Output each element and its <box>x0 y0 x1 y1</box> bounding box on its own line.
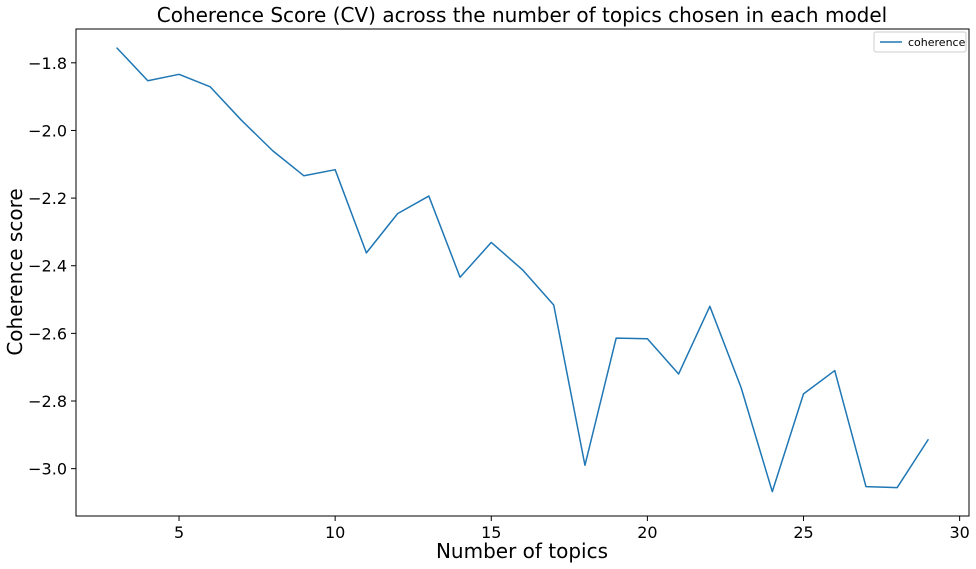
y-axis-title: Coherence score <box>3 188 27 355</box>
y-tick-label: −2.8 <box>28 392 67 411</box>
y-axis: −1.8 −2.0 −2.2 −2.4 −2.6 −2.8 −3.0 <box>28 54 76 479</box>
x-axis: 5 10 15 20 25 30 <box>174 516 970 542</box>
y-tick-label: −1.8 <box>28 54 67 73</box>
x-tick-label: 10 <box>325 523 345 542</box>
legend-box <box>873 31 967 53</box>
x-tick-label: 25 <box>793 523 813 542</box>
y-tick-label: −2.0 <box>28 121 67 140</box>
x-tick-label: 30 <box>949 523 969 542</box>
plot-area <box>75 28 970 517</box>
y-tick-label: −2.2 <box>28 189 67 208</box>
x-tick-label: 20 <box>637 523 657 542</box>
x-tick-label: 5 <box>174 523 184 542</box>
legend: coherence <box>873 31 967 53</box>
chart-title: Coherence Score (CV) across the number o… <box>157 3 888 27</box>
plot-frame <box>75 28 970 517</box>
x-tick-label: 15 <box>481 523 501 542</box>
y-tick-label: −2.4 <box>28 257 67 276</box>
y-tick-label: −2.6 <box>28 324 67 343</box>
y-tick-label: −3.0 <box>28 460 67 479</box>
legend-label-coherence: coherence <box>908 36 966 49</box>
x-axis-title: Number of topics <box>436 539 608 563</box>
